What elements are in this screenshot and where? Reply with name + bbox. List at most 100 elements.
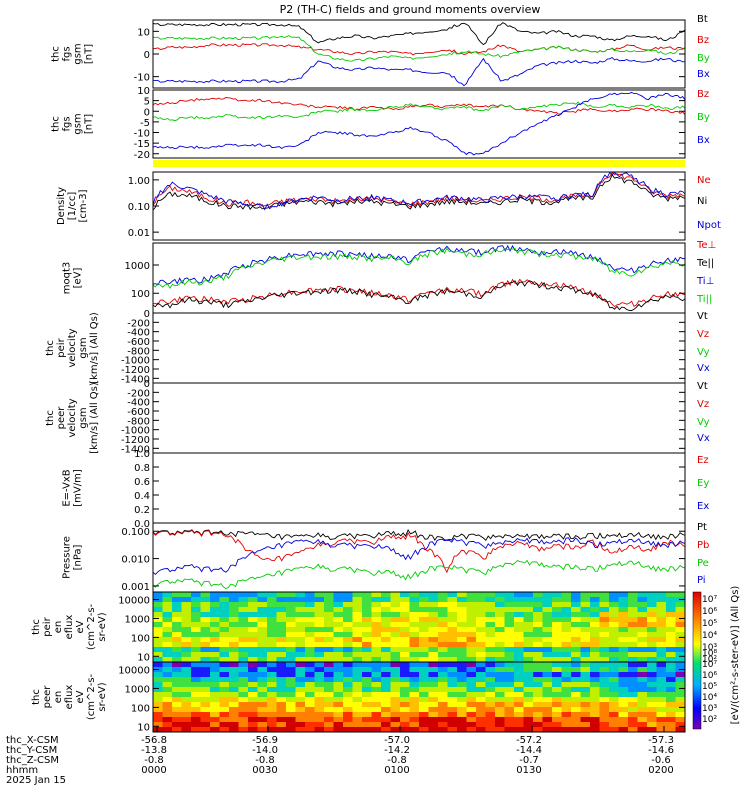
heatmap-cell bbox=[381, 687, 391, 693]
heatmap-cell bbox=[552, 692, 562, 698]
heatmap-cell bbox=[362, 612, 372, 618]
heatmap-cell bbox=[305, 692, 315, 698]
heatmap-cell bbox=[438, 687, 448, 693]
series-line-bz bbox=[152, 43, 686, 56]
heatmap-cell bbox=[428, 727, 439, 733]
heatmap-cell bbox=[371, 617, 382, 623]
heatmap-cell bbox=[419, 607, 429, 613]
heatmap-cell bbox=[305, 697, 315, 703]
heatmap-cell bbox=[542, 647, 553, 653]
heatmap-cell bbox=[381, 617, 391, 623]
heatmap-cell bbox=[552, 617, 562, 623]
heatmap-cell bbox=[371, 702, 382, 708]
ytick-label: 1000 bbox=[125, 614, 150, 625]
heatmap-cell bbox=[333, 717, 344, 723]
heatmap-cell bbox=[523, 727, 534, 733]
heatmap-cell bbox=[295, 672, 306, 678]
heatmap-cell bbox=[333, 727, 344, 733]
heatmap-cell bbox=[542, 627, 553, 633]
heatmap-cell bbox=[352, 672, 363, 678]
heatmap-cell bbox=[200, 677, 211, 683]
heatmap-cell bbox=[580, 647, 591, 653]
heatmap-cell bbox=[628, 647, 638, 653]
heatmap-cell bbox=[447, 607, 458, 613]
heatmap-cell bbox=[181, 657, 192, 663]
heatmap-cell bbox=[153, 647, 163, 653]
heatmap-cell bbox=[248, 632, 258, 638]
heatmap-cell bbox=[514, 627, 524, 633]
heatmap-cell bbox=[333, 682, 344, 688]
heatmap-cell bbox=[333, 642, 344, 648]
footer-label-thc_y-csm: thc_Y-CSM bbox=[6, 745, 57, 756]
heatmap-cell bbox=[305, 597, 315, 603]
heatmap-cell bbox=[618, 647, 629, 653]
heatmap-cell bbox=[314, 632, 325, 638]
heatmap-cell bbox=[580, 622, 591, 628]
heatmap-cell bbox=[609, 667, 619, 673]
heatmap-cell bbox=[210, 607, 220, 613]
footer-label-hhmm: hhmm bbox=[6, 765, 38, 776]
heatmap-cell bbox=[191, 712, 201, 718]
ylabel-pressure: Pressure[nPa] bbox=[62, 536, 84, 579]
heatmap-cell bbox=[390, 702, 401, 708]
heatmap-cell bbox=[333, 597, 344, 603]
ylabel-fgs-gsm2: thcfgsgsm[nT] bbox=[51, 113, 95, 134]
heatmap-cell bbox=[637, 727, 648, 733]
heatmap-cell bbox=[381, 707, 391, 713]
heatmap-cell bbox=[295, 667, 306, 673]
heatmap-cell bbox=[504, 612, 515, 618]
heatmap-cell bbox=[333, 602, 344, 608]
heatmap-cell bbox=[542, 592, 553, 598]
heatmap-cell bbox=[466, 722, 477, 728]
heatmap-cell bbox=[533, 727, 543, 733]
heatmap-cell bbox=[200, 727, 211, 733]
heatmap-cell bbox=[162, 677, 173, 683]
heatmap-cell bbox=[191, 597, 201, 603]
heatmap-cell bbox=[286, 647, 296, 653]
heatmap-cell bbox=[485, 677, 496, 683]
heatmap-cell bbox=[314, 697, 325, 703]
heatmap-cell bbox=[229, 702, 239, 708]
heatmap-cell bbox=[381, 712, 391, 718]
heatmap-cell bbox=[276, 597, 287, 603]
heatmap-cell bbox=[571, 702, 581, 708]
heatmap-cell bbox=[609, 642, 619, 648]
ylabel-line: eflux bbox=[64, 615, 75, 640]
heatmap-cell bbox=[495, 637, 505, 643]
heatmap-cell bbox=[362, 717, 372, 723]
heatmap-cell bbox=[542, 717, 553, 723]
heatmap-cell bbox=[200, 667, 211, 673]
ytick-label: 0.6 bbox=[134, 477, 150, 488]
heatmap-cell bbox=[495, 712, 505, 718]
heatmap-cell bbox=[552, 627, 562, 633]
heatmap-cell bbox=[675, 692, 686, 698]
footer-value: 0200 bbox=[648, 765, 673, 776]
heatmap-cell bbox=[343, 627, 353, 633]
heatmap-cell bbox=[191, 727, 201, 733]
heatmap-cell bbox=[428, 592, 439, 598]
heatmap-cell bbox=[219, 692, 230, 698]
heatmap-cell bbox=[153, 707, 163, 713]
heatmap-cell bbox=[295, 607, 306, 613]
heatmap-cell bbox=[618, 617, 629, 623]
heatmap-cell bbox=[447, 712, 458, 718]
heatmap-cell bbox=[609, 687, 619, 693]
heatmap-cell bbox=[343, 692, 353, 698]
heatmap-cell bbox=[647, 687, 657, 693]
heatmap-cell bbox=[457, 677, 467, 683]
heatmap-cell bbox=[162, 617, 173, 623]
heatmap-cell bbox=[580, 692, 591, 698]
heatmap-cell bbox=[314, 662, 325, 668]
heatmap-cell bbox=[561, 702, 572, 708]
legend-vx: Vx bbox=[697, 363, 710, 374]
heatmap-cell bbox=[647, 632, 657, 638]
heatmap-cell bbox=[590, 672, 600, 678]
heatmap-cell bbox=[561, 652, 572, 658]
heatmap-cell bbox=[580, 682, 591, 688]
heatmap-cell bbox=[666, 652, 676, 658]
heatmap-cell bbox=[647, 607, 657, 613]
heatmap-cell bbox=[400, 702, 410, 708]
heatmap-cell bbox=[599, 727, 610, 733]
heatmap-cell bbox=[257, 657, 268, 663]
heatmap-cell bbox=[447, 602, 458, 608]
